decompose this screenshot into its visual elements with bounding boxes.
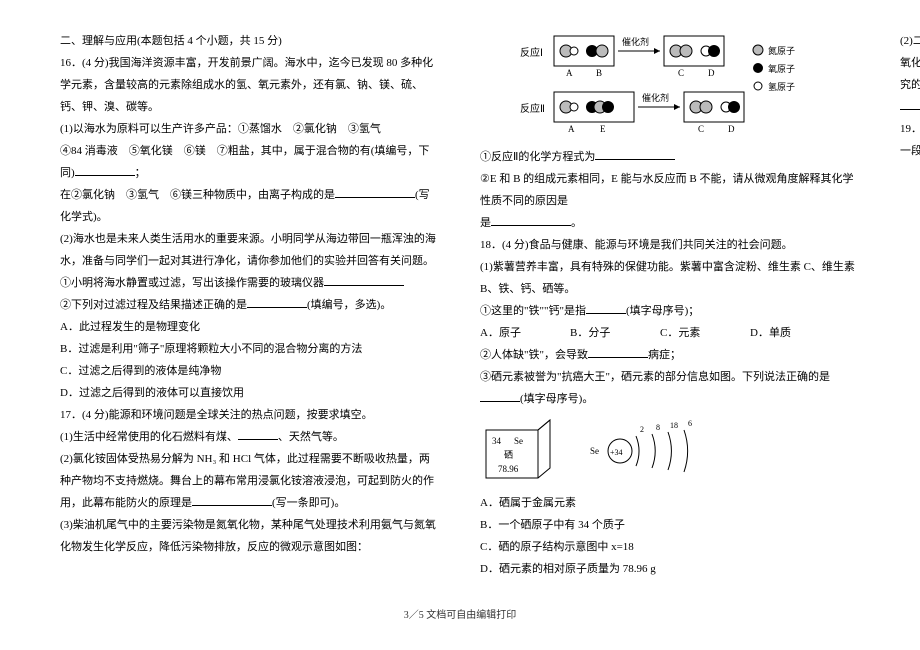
q18-sub1-2: ②人体缺"铁"，会导致病症； [480, 344, 860, 366]
q16-sub1-line2: ④84 消毒液 ⑤氧化镁 ⑥镁 ⑦粗盐，其中，属于混合物的有(填编号，下同)； [60, 140, 440, 184]
q18-ansA: A．硒属于金属元素 [480, 492, 860, 514]
svg-text:氮原子: 氮原子 [768, 45, 795, 56]
svg-text:氧原子: 氧原子 [768, 63, 795, 74]
q17-sub3-2b: 是。 [480, 212, 860, 234]
svg-text:C: C [698, 124, 704, 134]
svg-text:C: C [678, 68, 684, 78]
q16-optD: D．过滤之后得到的液体可以直接饮用 [60, 382, 440, 404]
svg-text:反应Ⅱ: 反应Ⅱ [520, 102, 545, 115]
svg-text:B: B [596, 68, 602, 78]
svg-text:A: A [566, 68, 573, 78]
blank [335, 186, 415, 198]
svg-text:氢原子: 氢原子 [768, 81, 795, 92]
blank [324, 274, 404, 286]
q18-sub1-1: ①这里的"铁""钙"是指(填字母序号)； [480, 300, 860, 322]
se-figure: 34 Se 硒 78.96 Se +34 2 8 18 6 [480, 416, 860, 486]
svg-text:2: 2 [640, 425, 644, 434]
svg-text:8: 8 [656, 423, 660, 432]
svg-text:D: D [708, 68, 715, 78]
blank [595, 148, 675, 160]
q19-stem: 19．(3 分)用如图装置研究可燃物的燃烧条件。从 a 处进入氧气，点燃酒精灯，… [900, 118, 920, 162]
q16-optC: C．过滤之后得到的液体是纯净物 [60, 360, 440, 382]
q18-stem: 18．(4 分)食品与健康、能源与环境是我们共同关注的社会问题。 [480, 234, 860, 256]
blank [480, 390, 520, 402]
q18-sub1: (1)紫薯营养丰富，具有特殊的保健功能。紫薯中富含淀粉、维生素 C、维生素 B、… [480, 256, 860, 300]
blank [900, 98, 920, 110]
q17-sub1: (1)生活中经常使用的化石燃料有煤、、天然气等。 [60, 426, 440, 448]
q16-sub2-2: ②下列对过滤过程及结果描述正确的是(填编号，多选)。 [60, 294, 440, 316]
blank [192, 494, 272, 506]
svg-text:Se: Se [514, 436, 523, 446]
svg-text:硒: 硒 [504, 450, 513, 460]
q17-sub3-2: ②E 和 B 的组成元素相同，E 能与水反应而 B 不能，请从微观角度解释其化学… [480, 168, 860, 212]
blank [238, 428, 278, 440]
q17-sub3-1: ①反应Ⅱ的化学方程式为 [480, 146, 860, 168]
q18-sub1-3: ③硒元素被誉为"抗癌大王"，硒元素的部分信息如图。下列说法正确的是(填字母序号)… [480, 366, 860, 410]
svg-text:6: 6 [688, 419, 692, 428]
blank [588, 346, 648, 358]
q16-optA: A．此过程发生的是物理变化 [60, 316, 440, 338]
q17-stem: 17．(4 分)能源和环境问题是全球关注的热点问题，按要求填空。 [60, 404, 440, 426]
svg-text:78.96: 78.96 [498, 464, 519, 474]
reaction-diagram: 反应Ⅰ A B 催化剂 C D 反应Ⅱ A E 催化剂 C D 氮原子 氧原子 … [520, 30, 860, 140]
q18-sub2: (2)二氧化碳是造成温室效应的主要气体，从"低碳"的角度分析，应尽量减少二氧化碳… [900, 30, 920, 118]
q18-ansB: B．一个硒原子中有 34 个质子 [480, 514, 860, 536]
q17-sub2: (2)氯化铵固体受热易分解为 NH₃ 和 HCl 气体，此过程需要不断吸收热量，… [60, 448, 440, 514]
svg-text:催化剂: 催化剂 [622, 36, 649, 47]
q16-sub2-1: ①小明将海水静置或过滤，写出该操作需要的玻璃仪器 [60, 272, 440, 294]
section-header: 二、理解与应用(本题包括 4 个小题，共 15 分) [60, 30, 440, 52]
svg-text:E: E [600, 124, 606, 134]
blank [491, 214, 571, 226]
q18-opts: A．原子B．分子C．元素D．单质 [480, 322, 860, 344]
blank [247, 296, 307, 308]
svg-text:34: 34 [492, 436, 502, 446]
q16-sub1-line3: 在②氯化钠 ③氢气 ⑥镁三种物质中，由离子构成的是(写化学式)。 [60, 184, 440, 228]
blank [75, 164, 135, 176]
q16-sub1-lead: (1)以海水为原料可以生产许多产品：①蒸馏水 ②氯化钠 ③氢气 [60, 118, 440, 140]
q18-ansD: D．硒元素的相对原子质量为 78.96 g [480, 558, 860, 580]
blank [586, 302, 626, 314]
svg-text:Se: Se [590, 446, 599, 456]
q16-optB: B．过滤是利用"筛子"原理将颗粒大小不同的混合物分离的方法 [60, 338, 440, 360]
q16-stem: 16．(4 分)我国海洋资源丰富，开发前景广阔。海水中，迄今已发现 80 多种化… [60, 52, 440, 118]
rx1-label: 反应Ⅰ [520, 46, 543, 59]
svg-text:+34: +34 [610, 448, 623, 457]
page-footer: 3／5 文档可自由编辑打印 [60, 606, 860, 626]
q16-sub2: (2)海水也是未来人类生活用水的重要来源。小明同学从海边带回一瓶浑浊的海水，准备… [60, 228, 440, 272]
svg-text:催化剂: 催化剂 [642, 92, 669, 103]
q17-sub3: (3)柴油机尾气中的主要污染物是氮氧化物，某种尾气处理技术利用氨气与氮氧化物发生… [60, 514, 440, 558]
svg-text:18: 18 [670, 421, 678, 430]
svg-text:D: D [728, 124, 735, 134]
svg-text:A: A [568, 124, 575, 134]
q18-ansC: C．硒的原子结构示意图中 x=18 [480, 536, 860, 558]
